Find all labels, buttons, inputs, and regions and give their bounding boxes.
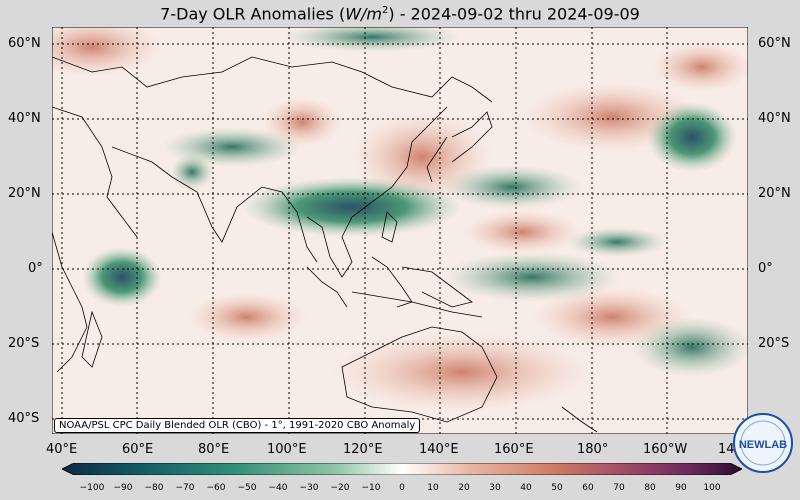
- negative-anomalies: [82, 27, 748, 377]
- colorbar: [62, 463, 742, 475]
- colorbar-tick: 60: [582, 483, 594, 493]
- colorbar-tick: 30: [489, 483, 501, 493]
- colorbar-tick: −20: [330, 483, 350, 493]
- coastlines: [52, 56, 598, 433]
- chart-title: 7-Day OLR Anomalies (W/m2) - 2024-09-02 …: [160, 4, 640, 24]
- olr-anomaly-map: [52, 27, 748, 434]
- lat-label-right-20s: 20°S: [758, 336, 790, 351]
- colorbar-tick: −40: [268, 483, 288, 493]
- lon-label-60e: 60°E: [122, 442, 154, 457]
- colorbar-tick: 70: [613, 483, 625, 493]
- lat-label-left-60n: 60°N: [8, 36, 41, 51]
- lat-label-left-20s: 20°S: [8, 336, 40, 351]
- lat-label-left-40s: 40°S: [8, 411, 40, 426]
- lon-label-160w: 160°W: [643, 442, 688, 457]
- lat-label-left-20n: 20°N: [8, 186, 41, 201]
- colorbar-tick: 100: [703, 483, 721, 493]
- lon-label-160e: 160°E: [494, 442, 534, 457]
- colorbar-tick: 50: [551, 483, 563, 493]
- colorbar-tick: −90: [113, 483, 133, 493]
- lon-label-140e: 140°E: [419, 442, 459, 457]
- lon-label-100e: 100°E: [267, 442, 307, 457]
- lon-label-120e: 120°E: [343, 442, 383, 457]
- lat-label-right-20n: 20°N: [758, 186, 791, 201]
- lat-label-right-40n: 40°N: [758, 111, 791, 126]
- lat-label-right-60n: 60°N: [758, 36, 791, 51]
- colorbar-tick: −10: [361, 483, 381, 493]
- lat-label-left-40n: 40°N: [8, 111, 41, 126]
- colorbar-tick: 80: [644, 483, 656, 493]
- colorbar-tick: 20: [458, 483, 470, 493]
- colorbar-tick: −60: [206, 483, 226, 493]
- colorbar-tick: 10: [427, 483, 439, 493]
- newlab-logo: NEWLAB: [733, 413, 793, 473]
- grid-lines: [52, 27, 748, 434]
- colorbar-tick: 40: [520, 483, 532, 493]
- colorbar-tick: −80: [144, 483, 164, 493]
- lat-label-right-eq: 0°: [758, 261, 773, 276]
- lon-label-40e: 40°E: [46, 442, 78, 457]
- source-label: NOAA/PSL CPC Daily Blended OLR (CBO) - 1…: [54, 418, 421, 433]
- colorbar-tick: −30: [299, 483, 319, 493]
- colorbar-tick: −50: [237, 483, 257, 493]
- svg-text:NEWLAB: NEWLAB: [739, 439, 787, 451]
- lon-label-180: 180°: [577, 442, 609, 457]
- lon-label-80e: 80°E: [198, 442, 230, 457]
- colorbar-tick: −100: [79, 483, 105, 493]
- colorbar-tick: −70: [175, 483, 195, 493]
- lat-label-left-eq: 0°: [28, 261, 43, 276]
- colorbar-tick: 90: [675, 483, 687, 493]
- colorbar-tick: 0: [399, 483, 405, 493]
